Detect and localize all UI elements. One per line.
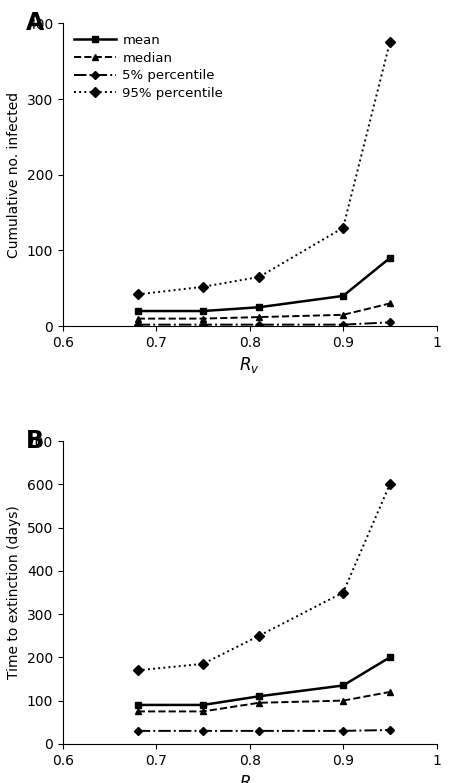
Line: mean: mean	[134, 654, 393, 709]
Line: mean: mean	[134, 254, 393, 315]
5% percentile	[256, 726, 262, 735]
5% percentile	[135, 320, 140, 330]
Legend: mean, median, 5% percentile, 95% percentile: mean, median, 5% percentile, 95% percent…	[70, 30, 227, 104]
95% percentile	[200, 282, 206, 291]
Line: 95% percentile: 95% percentile	[134, 39, 393, 298]
Y-axis label: Time to extinction (days): Time to extinction (days)	[7, 506, 21, 680]
mean	[200, 306, 206, 316]
mean	[135, 700, 140, 709]
median	[387, 299, 392, 309]
Line: median: median	[134, 300, 393, 322]
95% percentile	[387, 38, 392, 47]
5% percentile	[387, 725, 392, 734]
95% percentile	[340, 223, 346, 233]
Line: 95% percentile: 95% percentile	[134, 481, 393, 674]
Line: 5% percentile: 5% percentile	[135, 319, 392, 327]
X-axis label: $R_{v}$: $R_{v}$	[239, 355, 260, 375]
5% percentile	[200, 320, 206, 330]
median	[340, 696, 346, 705]
5% percentile	[387, 318, 392, 327]
mean	[340, 291, 346, 301]
mean	[387, 653, 392, 662]
5% percentile	[135, 726, 140, 735]
Line: 5% percentile: 5% percentile	[135, 727, 392, 734]
95% percentile	[387, 480, 392, 489]
95% percentile	[200, 659, 206, 669]
95% percentile	[135, 290, 140, 299]
mean	[340, 680, 346, 690]
median	[387, 687, 392, 697]
median	[256, 312, 262, 322]
Text: A: A	[26, 12, 44, 35]
mean	[256, 302, 262, 312]
5% percentile	[340, 320, 346, 330]
median	[135, 707, 140, 716]
95% percentile	[340, 588, 346, 597]
mean	[387, 254, 392, 263]
95% percentile	[256, 631, 262, 640]
5% percentile	[256, 320, 262, 330]
Line: median: median	[134, 688, 393, 715]
Text: B: B	[26, 429, 44, 453]
Y-axis label: Cumulative no. infected: Cumulative no. infected	[7, 92, 21, 258]
mean	[135, 306, 140, 316]
95% percentile	[135, 666, 140, 675]
mean	[200, 700, 206, 709]
95% percentile	[256, 272, 262, 282]
5% percentile	[200, 726, 206, 735]
median	[135, 314, 140, 323]
median	[200, 707, 206, 716]
median	[200, 314, 206, 323]
median	[256, 698, 262, 708]
X-axis label: $R_{v}$: $R_{v}$	[239, 773, 260, 783]
5% percentile	[340, 726, 346, 735]
median	[340, 310, 346, 319]
mean	[256, 691, 262, 701]
